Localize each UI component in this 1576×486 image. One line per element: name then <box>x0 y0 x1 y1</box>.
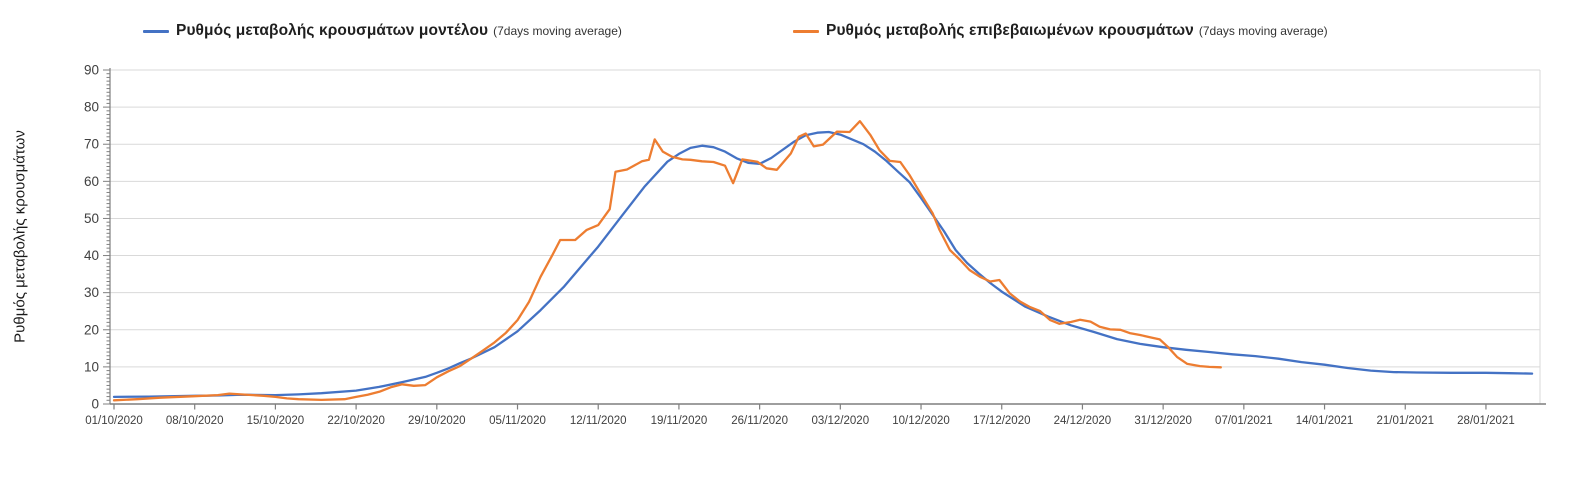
series-confirmed-line <box>112 120 1222 402</box>
x-tick-label-14: 07/01/2021 <box>1215 415 1273 427</box>
x-tick-label-13: 31/12/2020 <box>1134 415 1192 427</box>
y-tick-label-80: 80 <box>84 100 99 115</box>
y-tick-label-70: 70 <box>84 137 99 152</box>
x-tick-label-5: 05/11/2020 <box>489 415 546 427</box>
x-tick-label-2: 15/10/2020 <box>247 415 305 427</box>
x-tick-label-7: 19/11/2020 <box>651 415 708 427</box>
x-tick-label-15: 14/01/2021 <box>1296 415 1354 427</box>
y-tick-label-10: 10 <box>84 359 99 374</box>
y-tick-label-20: 20 <box>84 322 99 337</box>
x-tick-label-10: 10/12/2020 <box>892 415 950 427</box>
x-tick-label-6: 12/11/2020 <box>570 415 627 427</box>
legend-item-model: Ρυθμός μεταβολής κρουσμάτων μοντέλου (7d… <box>143 22 622 40</box>
y-tick-label-40: 40 <box>84 248 99 263</box>
x-tick-label-0: 01/10/2020 <box>85 415 143 427</box>
legend-line-model-swatch <box>143 29 169 33</box>
x-tick-label-8: 26/11/2020 <box>731 415 788 427</box>
y-tick-label-50: 50 <box>84 211 99 226</box>
x-tick-label-9: 03/12/2020 <box>812 415 870 427</box>
legend-label-confirmed: Ρυθμός μεταβολής επιβεβαιωμένων κρουσμάτ… <box>826 22 1194 39</box>
y-tick-label-30: 30 <box>84 285 99 300</box>
legend-sub-confirmed: (7days moving average) <box>1198 24 1328 38</box>
y-tick-label-60: 60 <box>84 174 99 189</box>
y-tick-label-90: 90 <box>84 63 99 78</box>
series-model-line <box>112 130 1534 399</box>
chart-legend: Ρυθμός μεταβολής κρουσμάτων μοντέλου (7d… <box>0 0 1576 46</box>
x-tick-label-12: 24/12/2020 <box>1054 415 1112 427</box>
x-tick-label-16: 21/01/2021 <box>1376 415 1434 427</box>
legend-item-confirmed: Ρυθμός μεταβολής επιβεβαιωμένων κρουσμάτ… <box>793 22 1328 40</box>
legend-label-model: Ρυθμός μεταβολής κρουσμάτων μοντέλου <box>176 22 489 39</box>
legend-line-confirmed-swatch <box>793 29 819 33</box>
legend-sub-model: (7days moving average) <box>493 24 622 38</box>
x-tick-label-17: 28/01/2021 <box>1457 415 1515 427</box>
x-tick-label-3: 22/10/2020 <box>327 415 385 427</box>
x-tick-label-4: 29/10/2020 <box>408 415 466 427</box>
x-tick-label-1: 08/10/2020 <box>166 415 224 427</box>
y-tick-label-0: 0 <box>91 397 99 412</box>
x-tick-label-11: 17/12/2020 <box>973 415 1031 427</box>
